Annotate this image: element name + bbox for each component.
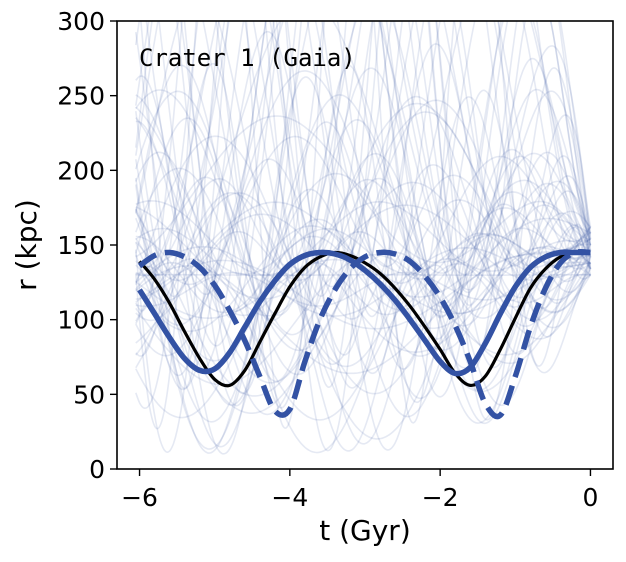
y-tick-label: 150: [57, 231, 105, 260]
ensemble-orbit-line: [135, 273, 591, 277]
ensemble-orbit-line: [135, 245, 592, 317]
ensemble-orbit-line: [135, 70, 592, 357]
variant-orbit-solid-line: [137, 249, 591, 377]
ensemble-orbit-line: [135, 21, 592, 450]
ensemble-orbit-line: [135, 89, 592, 352]
ensemble-orbit-line: [135, 158, 592, 321]
ensemble-orbit-line: [135, 199, 591, 276]
ensemble-orbit-line: [158, 21, 592, 347]
main-orbits: [137, 248, 591, 420]
y-axis-label: r (kpc): [10, 199, 43, 291]
ensemble-orbit-line: [135, 21, 592, 430]
ensemble-orbit-line: [135, 176, 591, 336]
y-tick-label: 250: [57, 82, 105, 111]
ensemble-orbit-line: [135, 21, 592, 322]
ensemble-orbit-line: [135, 21, 592, 276]
ensemble-orbit-line: [135, 204, 591, 300]
ensemble-orbit-line: [135, 21, 592, 267]
fiducial-orbit-line: [138, 250, 591, 388]
ensemble-orbit-line: [135, 238, 591, 330]
y-axis-ticks: 0 50 100 150 200 250 300: [57, 7, 117, 484]
ensemble-orbit-line: [135, 135, 591, 286]
ensemble-orbit-line: [135, 261, 591, 317]
ensemble-orbit-line: [135, 111, 592, 384]
y-tick-label: 200: [57, 156, 105, 185]
x-tick-label: −4: [271, 483, 308, 512]
ensemble-orbit-line: [135, 181, 592, 397]
ensemble-orbit-line: [135, 21, 592, 357]
x-tick-label: −6: [121, 483, 158, 512]
ensemble-orbit-line: [135, 62, 591, 410]
ensemble-orbit-line: [135, 226, 592, 314]
ensemble-orbit-line: [272, 21, 591, 288]
ensemble-orbit-line: [135, 21, 592, 373]
ensemble-orbit-line: [135, 117, 591, 322]
ensemble-orbit-line: [135, 188, 592, 423]
ensemble-orbit-line: [140, 21, 592, 390]
x-axis-label: t (Gyr): [319, 514, 411, 547]
ensemble-orbit-line: [135, 256, 592, 421]
ensemble-orbit-line: [135, 135, 592, 440]
ensemble-orbit-line: [176, 21, 592, 407]
ensemble-orbit-line: [135, 64, 592, 383]
ensemble-orbit-line: [135, 167, 592, 454]
y-tick-label: 50: [73, 380, 105, 409]
ensemble-orbit-line: [135, 192, 592, 395]
y-tick-label: 100: [57, 306, 105, 335]
ensemble-orbit-line: [135, 21, 592, 298]
chart-annotation: Crater 1 (Gaia): [139, 44, 356, 72]
ensemble-orbit-line: [135, 21, 592, 319]
y-tick-label: 300: [57, 7, 105, 36]
ensemble-orbit-line: [135, 191, 592, 368]
ensemble-orbit-line: [135, 226, 592, 375]
ensemble-orbit-line: [135, 244, 592, 454]
ensemble-orbit-line: [135, 227, 591, 276]
x-axis-ticks: −6 −4 −2 0: [121, 469, 598, 512]
ensemble-orbit-line: [135, 218, 592, 362]
ensemble-orbit-line: [135, 238, 591, 448]
ensemble-orbit-line: [135, 151, 592, 416]
ensemble-orbit-line: [135, 21, 592, 268]
ensemble-orbit-line: [135, 172, 591, 419]
x-tick-label: −2: [422, 483, 459, 512]
ensemble-orbit-line: [135, 230, 591, 282]
ensemble-orbit-line: [135, 115, 592, 270]
ensemble-orbit-line: [135, 30, 592, 391]
ensemble-orbit-line: [135, 21, 592, 276]
x-tick-label: 0: [583, 483, 599, 512]
y-tick-label: 0: [89, 455, 105, 484]
ensemble-orbit-line: [135, 102, 592, 317]
ensemble-orbit-line: [135, 177, 591, 277]
ensemble-orbit-line: [202, 21, 592, 316]
ensemble-orbit-line: [135, 21, 592, 377]
ensemble-orbit-line: [135, 21, 592, 366]
ensemble-orbit-line: [135, 21, 592, 312]
ensemble-orbit-line: [145, 21, 592, 296]
variant-orbit-dashed-line: [137, 248, 591, 420]
ensemble-orbit-line: [135, 213, 592, 353]
